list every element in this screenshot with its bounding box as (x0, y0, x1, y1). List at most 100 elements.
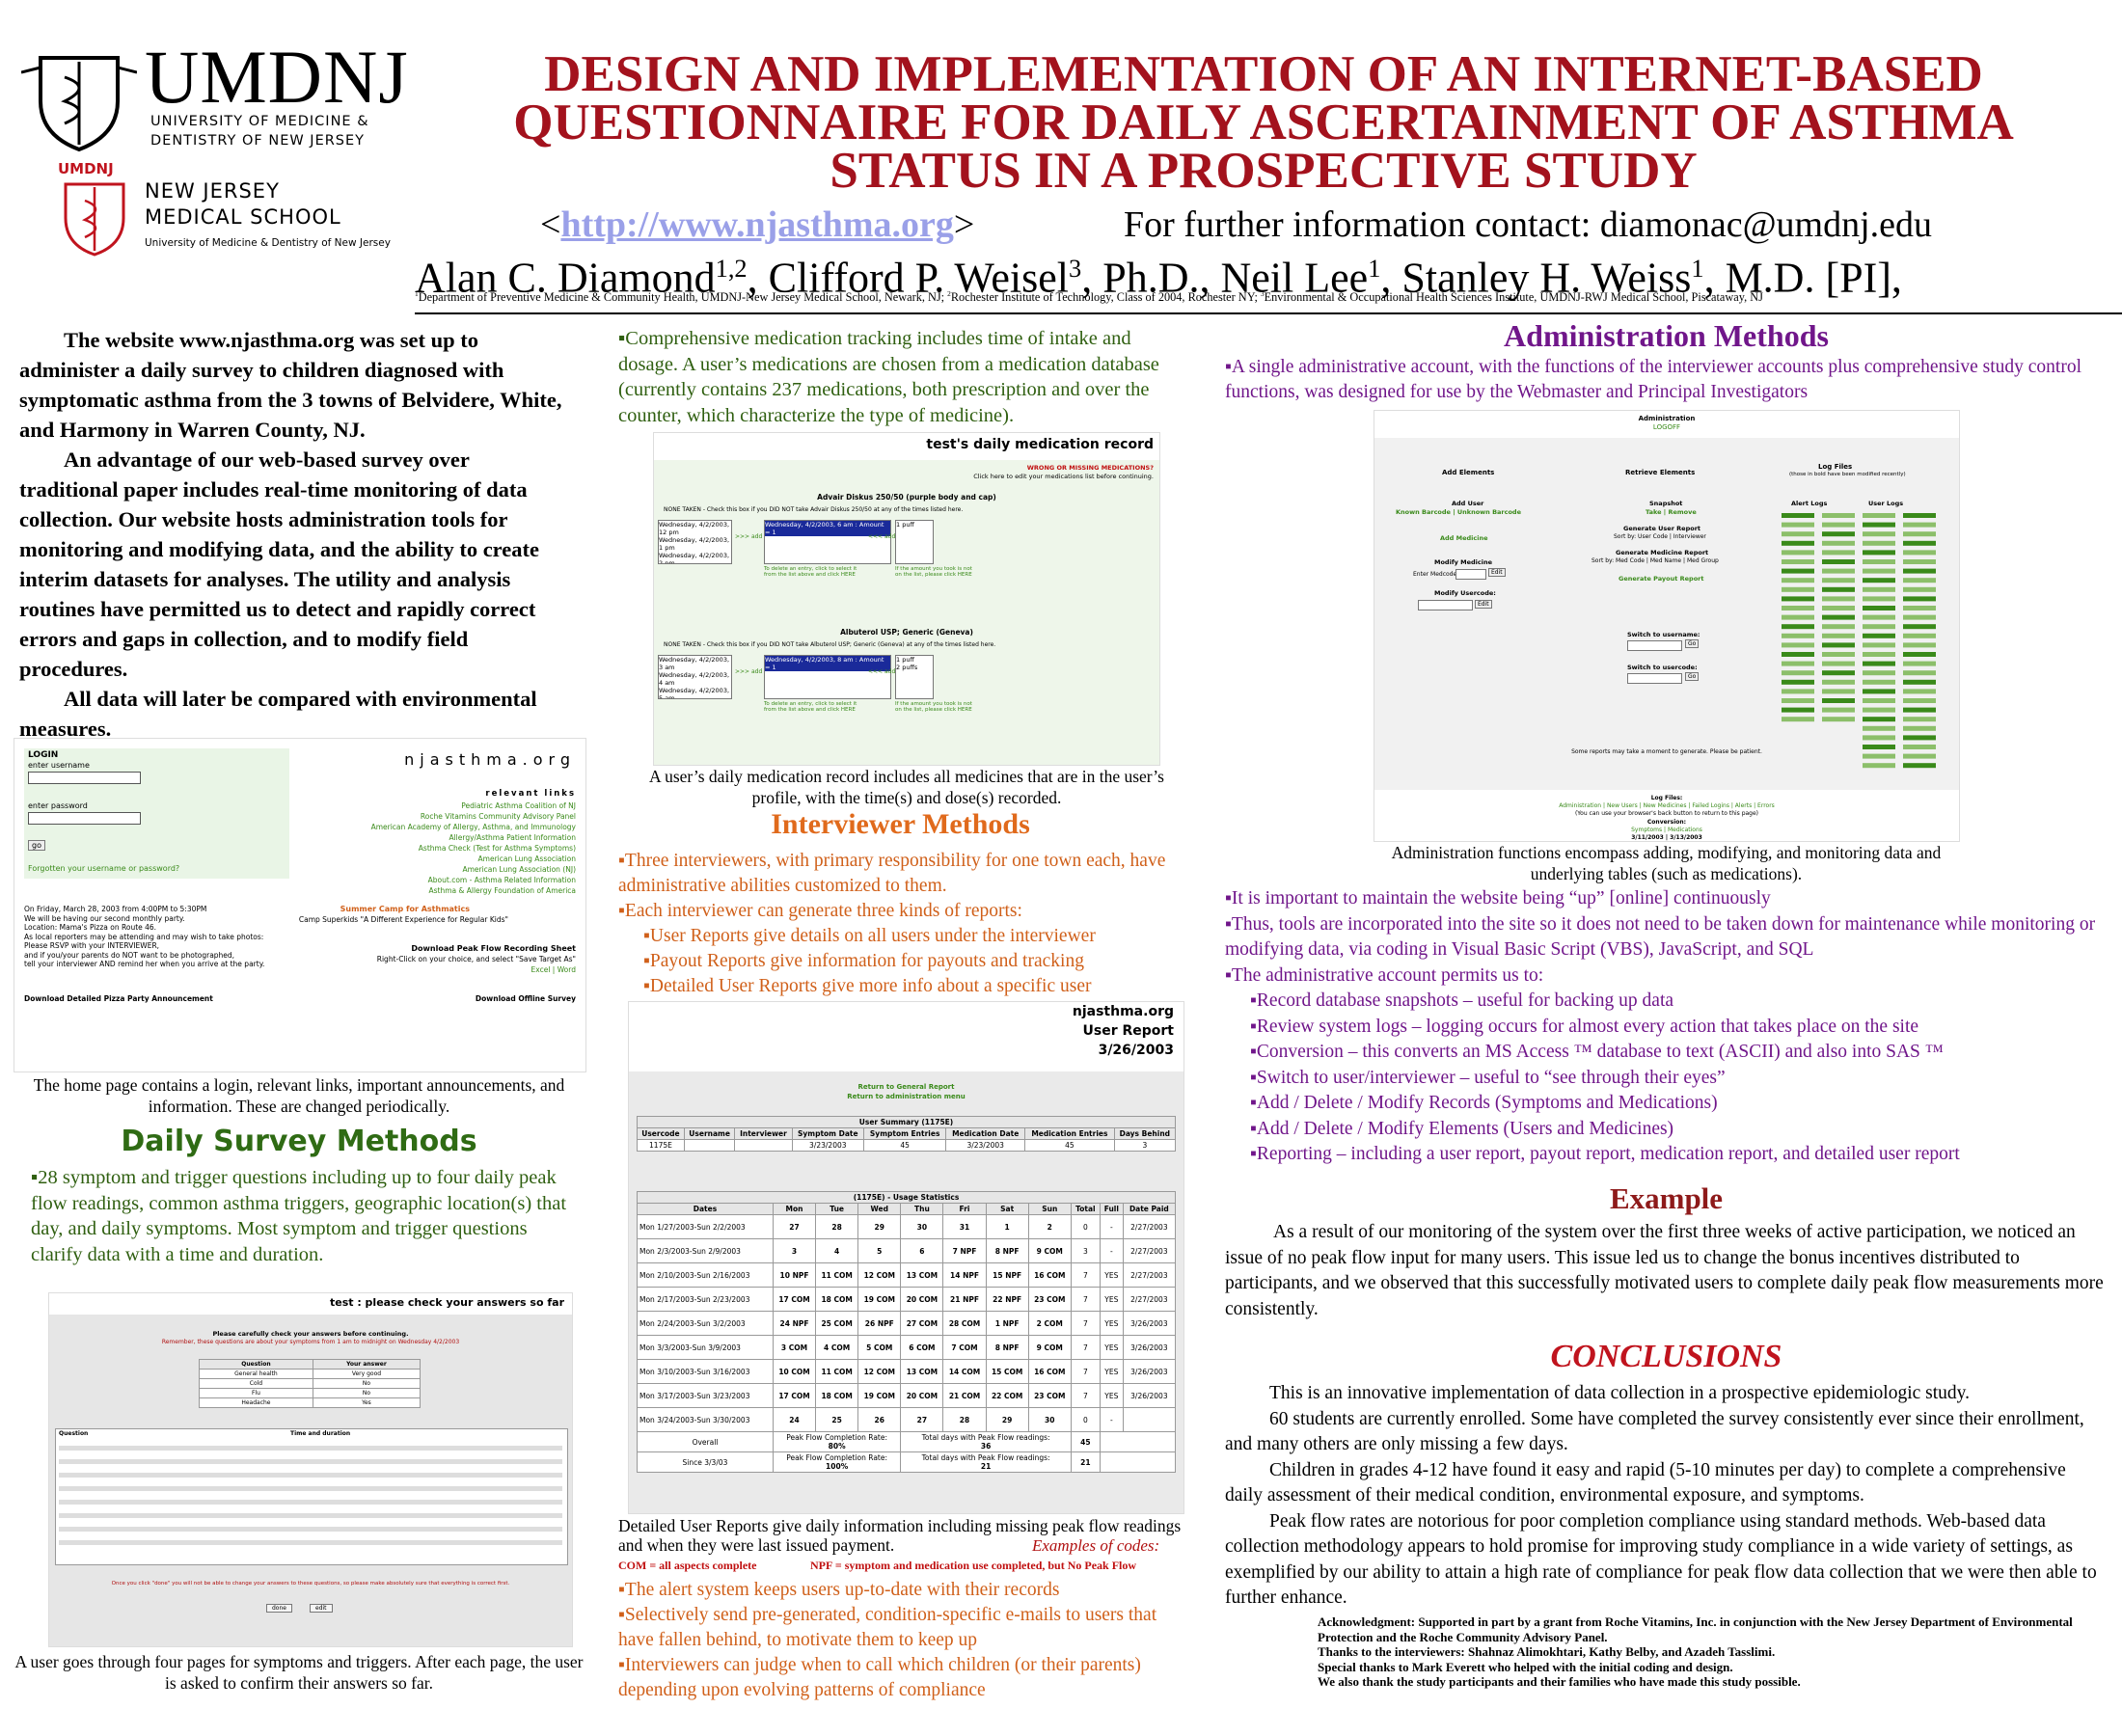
cell: YES (1099, 1311, 1124, 1336)
row: Mon 2/3/2003-Sun 2/9/2003 3 4 5 6 7 NPF 8 NPF 9… (637, 1238, 1177, 1263)
layout-div (1374, 438, 1959, 790)
usage-table: (1175E) - Usage Statistics Dates Mon Tue Wed… (637, 1191, 1177, 1473)
log-code (1863, 698, 1895, 703)
log-code (1822, 624, 1855, 630)
intro-item: An advantage of our web-based survey ove… (19, 448, 539, 681)
log-code (1863, 642, 1895, 648)
layout-path (39, 56, 120, 152)
cell: 45 (1070, 1431, 1101, 1452)
log-code (1863, 606, 1895, 610)
bullets: ▪It is important to maintain the website… (1225, 886, 2117, 1168)
announcement-item: On Friday, March 28, 2003 from 4:00PM to… (24, 905, 207, 913)
medication-screenshot: test's daily medication record WRONG OR … (653, 432, 1160, 766)
row: Since 3/3/03 Peak Flow Completion Rate: 10… (637, 1451, 1177, 1473)
log-code (1903, 633, 1936, 638)
cell: 10 COM (772, 1359, 817, 1384)
layout-div: On Friday, March 28, 2003 from 4:00PM to… (24, 905, 264, 969)
cell: 26 (857, 1407, 902, 1432)
cell: YES (1099, 1262, 1124, 1288)
bracket: < (540, 204, 561, 245)
cell: 27 (900, 1407, 944, 1432)
bracket: > (953, 204, 975, 245)
modify-medicine: Modify Medicine (1434, 558, 1493, 566)
cell: 5 COM (857, 1335, 902, 1360)
cell: 2/27/2003 (1122, 1214, 1177, 1239)
layout-div (59, 1446, 562, 1451)
header-cell: Symptom Date (791, 1127, 865, 1140)
admin-sub-item: ▪Review system logs – logging occurs for… (1250, 1016, 1919, 1037)
table-title: User Summary (1175E) (637, 1116, 1176, 1128)
superscript: 2 (947, 289, 951, 298)
superscript: 1 (1691, 254, 1704, 283)
cell: 2/27/2003 (1122, 1238, 1177, 1263)
log-code (1822, 540, 1855, 546)
logo-line: UNIVERSITY OF MEDICINE & (150, 114, 369, 129)
header-cell: Date Paid (1122, 1203, 1177, 1215)
url[interactable]: http://www.njasthma.org (560, 204, 954, 245)
value: 21 (980, 1462, 992, 1471)
admin-sub-item: ▪Add / Delete / Modify Elements (Users a… (1250, 1118, 1674, 1139)
cell: 19 COM (857, 1287, 902, 1312)
admin-sub-item: ▪Record database snapshots – useful for … (1250, 990, 1674, 1011)
umdnj-emblem (21, 56, 137, 152)
return2: Return to administration menu (847, 1093, 966, 1100)
log-code (1903, 725, 1936, 731)
download-desc: Right-Click on your choice, and select "… (376, 955, 576, 963)
cell: 1 (985, 1214, 1029, 1239)
layout-div (28, 772, 141, 784)
cell: 23 COM (1027, 1287, 1072, 1312)
section-heading: Interviewer Methods (771, 808, 1030, 840)
edit: Click here to edit your medications list… (973, 473, 1154, 480)
cell: YES (1099, 1359, 1124, 1384)
admin-bullets-item: ▪The administrative account permits us t… (1225, 964, 1544, 986)
cell: 7 (1070, 1311, 1101, 1336)
log-code (1782, 661, 1814, 666)
cell: 15 NPF (985, 1262, 1029, 1288)
log-code (1863, 717, 1895, 722)
text: Environmental & Occupational Health Scie… (1264, 290, 1763, 305)
cell: 20 COM (900, 1383, 944, 1408)
log-code (1903, 753, 1936, 759)
logoff: LOGOFF (1652, 423, 1681, 431)
header-cell: Interviewer (734, 1127, 793, 1140)
cell: 2/27/2003 (1122, 1262, 1177, 1288)
login: LOGIN (28, 750, 59, 760)
text: Rochester Institute of Technology, Class… (950, 290, 1261, 305)
log-code (1782, 596, 1814, 602)
camp: Summer Camp for Asthmatics (340, 905, 470, 913)
cell: 0 (1070, 1407, 1101, 1432)
cell: 1175E (637, 1139, 685, 1152)
cell: 45 (862, 1139, 947, 1152)
cell: 26 NPF (857, 1311, 902, 1336)
cell: Mon 3/3/2003-Sun 3/9/2003 (637, 1335, 774, 1360)
note: Please carefully check your answers befo… (212, 1330, 409, 1338)
paragraph: As a result of our monitoring of the sys… (1225, 1222, 2104, 1319)
cell: 6 COM (900, 1335, 944, 1360)
dates: 3/11/2003 | 3/13/2003 (1631, 834, 1702, 841)
cell: 30 (1027, 1407, 1072, 1432)
cell: 6 (900, 1238, 944, 1263)
links-item: American Lung Association (477, 854, 576, 863)
log-code (1863, 596, 1895, 602)
cell: 3/26/2003 (1122, 1359, 1177, 1384)
links-item: Allergy/Asthma Patient Information (449, 833, 576, 842)
add-elements: Add Elements (1442, 469, 1495, 476)
text: Department of Preventive Medicine & Comm… (418, 290, 948, 305)
announcement-item: tell your interviewer AND remind her whe… (24, 960, 265, 968)
interviewer-sub-item: ▪Detailed User Reports give more info ab… (643, 976, 1092, 996)
go: Go (1685, 672, 1700, 681)
cell: Overall (637, 1431, 774, 1452)
log-code (1782, 670, 1814, 676)
superscript: 1 (1368, 254, 1381, 283)
alert-bullets-item: ▪Interviewers can judge when to call whi… (618, 1655, 1141, 1700)
row: Mon 3/17/2003-Sun 3/23/2003 17 COM 18 COM 1… (637, 1383, 1177, 1408)
cell: 28 (815, 1214, 859, 1239)
take-remove: Take | Remove (1646, 508, 1697, 516)
links-title: relevant links (485, 789, 576, 799)
announcement-item: As local reporters may be attending and … (24, 932, 264, 941)
cell: YES (1099, 1335, 1124, 1360)
row: Flu No (199, 1388, 422, 1398)
superscript: 1 (415, 289, 419, 298)
url-line: <http://www.njasthma.org> (540, 204, 974, 245)
cell: 3/26/2003 (1122, 1335, 1177, 1360)
